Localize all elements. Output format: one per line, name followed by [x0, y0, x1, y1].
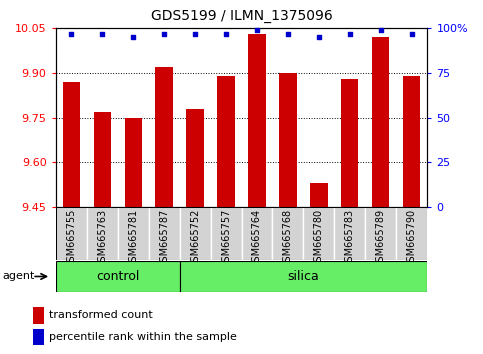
Bar — [117, 207, 149, 260]
Bar — [403, 76, 421, 207]
Bar — [311, 183, 327, 207]
Point — [284, 31, 292, 36]
Bar — [217, 76, 235, 207]
Bar — [56, 207, 86, 260]
Point — [160, 31, 168, 36]
Text: GSM665752: GSM665752 — [190, 209, 200, 268]
Bar — [248, 34, 266, 207]
Text: GDS5199 / ILMN_1375096: GDS5199 / ILMN_1375096 — [151, 9, 332, 23]
Bar — [33, 329, 44, 345]
Bar — [372, 37, 389, 207]
Text: GSM665790: GSM665790 — [407, 209, 417, 268]
Text: GSM665783: GSM665783 — [345, 209, 355, 268]
Text: GSM665768: GSM665768 — [283, 209, 293, 268]
Point — [191, 31, 199, 36]
Bar — [341, 79, 358, 207]
Text: GSM665789: GSM665789 — [376, 209, 386, 268]
Text: percentile rank within the sample: percentile rank within the sample — [49, 332, 237, 342]
Point — [408, 31, 416, 36]
Text: GSM665755: GSM665755 — [66, 209, 76, 268]
Point — [129, 34, 137, 40]
Text: control: control — [96, 270, 139, 283]
Bar — [86, 207, 117, 260]
Bar — [149, 207, 180, 260]
Bar — [211, 207, 242, 260]
Point — [253, 27, 261, 33]
Point — [98, 31, 106, 36]
Bar — [280, 73, 297, 207]
Point — [377, 27, 385, 33]
Bar — [62, 82, 80, 207]
Bar — [366, 207, 397, 260]
Bar — [186, 109, 203, 207]
Text: GSM665764: GSM665764 — [252, 209, 262, 268]
Bar — [180, 261, 427, 292]
Point — [222, 31, 230, 36]
Point — [67, 31, 75, 36]
Bar — [94, 112, 111, 207]
Bar — [56, 261, 180, 292]
Bar — [125, 118, 142, 207]
Text: GSM665780: GSM665780 — [314, 209, 324, 268]
Bar — [180, 207, 211, 260]
Text: silica: silica — [287, 270, 319, 283]
Point — [346, 31, 354, 36]
Text: GSM665763: GSM665763 — [97, 209, 107, 268]
Bar — [33, 307, 44, 324]
Text: transformed count: transformed count — [49, 310, 152, 320]
Bar — [303, 207, 334, 260]
Point — [315, 34, 323, 40]
Bar — [334, 207, 366, 260]
Bar — [397, 207, 427, 260]
Bar — [242, 207, 272, 260]
Text: agent: agent — [3, 272, 35, 281]
Text: GSM665787: GSM665787 — [159, 209, 169, 268]
Bar — [272, 207, 303, 260]
Text: GSM665781: GSM665781 — [128, 209, 138, 268]
Text: GSM665757: GSM665757 — [221, 209, 231, 268]
Bar — [156, 67, 172, 207]
